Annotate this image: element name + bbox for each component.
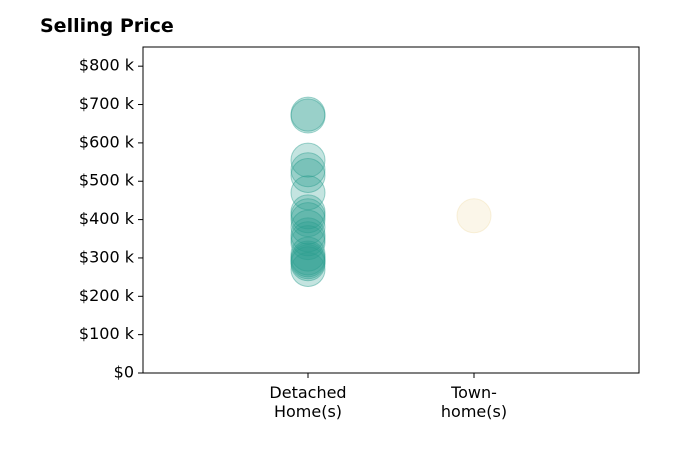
data-point xyxy=(290,157,326,193)
y-tick-label: $0 xyxy=(114,363,134,382)
data-point xyxy=(290,236,326,272)
y-tick-label: $200 k xyxy=(79,286,135,305)
x-tick-label: home(s) xyxy=(441,402,507,421)
y-tick-label: $600 k xyxy=(79,132,135,151)
data-point xyxy=(290,251,326,287)
data-point xyxy=(290,246,326,282)
x-tick-label: Town- xyxy=(450,383,497,402)
data-point xyxy=(290,96,326,132)
data-point xyxy=(290,142,326,178)
data-point xyxy=(290,244,326,280)
data-points xyxy=(290,96,492,287)
data-point xyxy=(290,175,326,211)
chart-title: Selling Price xyxy=(40,15,174,37)
data-point xyxy=(290,209,326,245)
y-tick-label: $800 k xyxy=(79,56,135,75)
data-point xyxy=(290,221,326,257)
plot-area-frame xyxy=(142,46,640,374)
y-tick-label: $400 k xyxy=(79,209,135,228)
data-point xyxy=(456,198,492,234)
x-tick-label: Detached xyxy=(269,383,346,402)
data-point xyxy=(290,240,326,276)
x-tick-label: Home(s) xyxy=(274,402,342,421)
data-point xyxy=(290,242,326,278)
data-point xyxy=(290,202,326,238)
data-point xyxy=(290,194,326,230)
data-point xyxy=(290,198,326,234)
y-tick-label: $700 k xyxy=(79,94,135,113)
data-point xyxy=(290,225,326,261)
data-point xyxy=(290,152,326,188)
y-axis: $0 $100 k $200 k $300 k $400 k $500 k $600 k $7… xyxy=(79,56,143,382)
y-tick-label: $100 k xyxy=(79,324,135,343)
y-tick-label: $500 k xyxy=(79,171,135,190)
data-point xyxy=(290,217,326,253)
y-tick-label: $300 k xyxy=(79,247,135,266)
data-point xyxy=(290,98,326,134)
